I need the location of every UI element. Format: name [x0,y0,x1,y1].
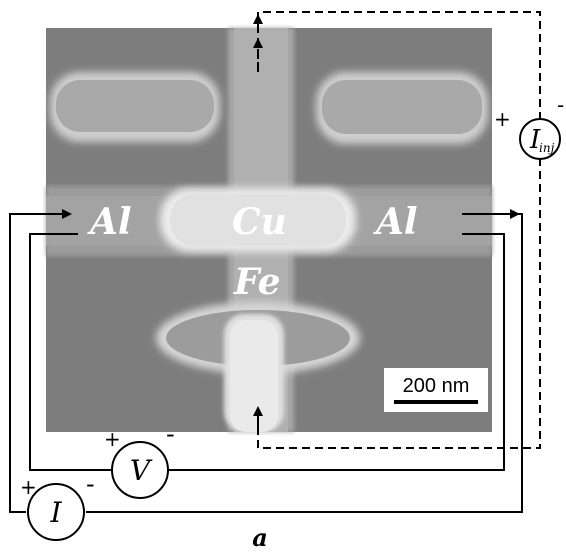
fe-electrode [156,302,360,432]
current-source-symbol: I [49,496,62,529]
fe-label: Fe [233,261,281,303]
current-plus-sign: + [20,475,37,499]
voltmeter: V + - [104,420,175,499]
cu-label: Cu [232,201,287,243]
top-left-electrode [50,72,220,142]
voltmeter-minus-sign: - [166,420,175,448]
sem-image: 200 nm Al Cu Al Fe [46,28,492,432]
voltage-circuit [29,233,505,471]
voltmeter-plus-sign: + [104,427,121,451]
al-left-label: Al [87,201,132,243]
scale-bar-box [384,368,488,412]
scale-bar-label: 200 nm [403,375,470,397]
injection-minus-sign: - [557,93,564,117]
injection-meter-subscript: inj [539,141,555,155]
injection-plus-sign: + [494,107,511,131]
al-right-label: Al [373,201,418,243]
panel-label: a [252,523,268,552]
cu-pad [160,188,356,252]
voltmeter-symbol: V [130,454,153,487]
injection-meter: I inj + - [494,93,564,160]
current-source: I + - [20,470,95,541]
current-minus-sign: - [86,470,95,498]
top-right-electrode [316,72,488,144]
injection-meter-symbol: I [529,125,541,155]
